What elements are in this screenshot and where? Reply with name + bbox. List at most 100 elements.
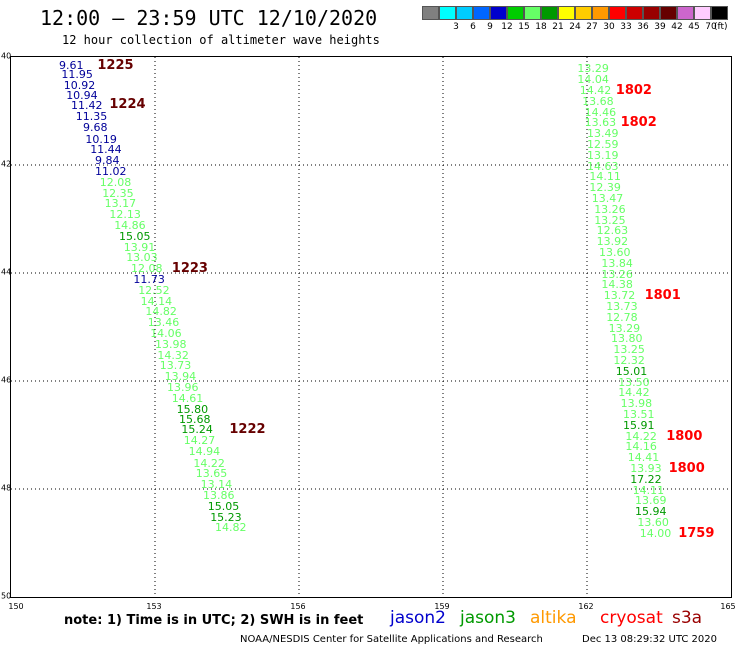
pass-time-label: 1802 (615, 83, 652, 99)
lat-label: 40 (1, 51, 12, 61)
legend-swatch (711, 6, 728, 20)
wave-height-value: 11.02 (95, 165, 127, 179)
wave-height-value: 9.84 (95, 154, 120, 168)
wave-height-value: 13.25 (594, 213, 626, 227)
lat-label: 46 (1, 375, 12, 385)
wave-height-value: 13.03 (126, 251, 158, 265)
legend-swatch (439, 6, 456, 20)
wave-height-value: 15.23 (210, 510, 242, 524)
wave-height-value: 11.95 (61, 67, 93, 81)
legend-value-label: 27 (586, 22, 598, 32)
wave-height-value: 14.22 (625, 429, 657, 443)
wave-height-value: 12.39 (589, 181, 621, 195)
wave-height-value: 13.98 (155, 337, 187, 351)
wave-height-value: 14.41 (627, 451, 660, 465)
wave-height-value: 13.98 (620, 397, 653, 411)
wave-height-value: 15.80 (176, 402, 209, 416)
wave-height-value: 13.49 (587, 127, 619, 141)
legend-swatch (592, 6, 609, 20)
wave-height-value: 10.19 (85, 132, 117, 146)
legend-swatch (694, 6, 711, 20)
lat-label: 42 (1, 159, 12, 169)
wave-height-value: 15.05 (119, 229, 151, 243)
wave-height-value: 13.72 (603, 289, 636, 303)
wave-height-value: 13.96 (167, 381, 199, 395)
grid-lines (11, 57, 731, 597)
wave-height-value: 14.32 (157, 348, 189, 362)
wave-height-value: 13.14 (200, 478, 233, 492)
wave-height-value: 14.04 (577, 73, 609, 87)
legend-value-label: 12 (501, 22, 513, 32)
wave-height-value: 14.11 (589, 170, 621, 184)
wave-height-value: 13.91 (123, 240, 156, 254)
wave-height-value: 14.38 (601, 278, 633, 292)
wave-height-value: 12.08 (131, 262, 163, 276)
wave-height-value: 11.42 (71, 99, 103, 113)
wave-height-value: 11.44 (90, 143, 122, 157)
lat-label: 48 (1, 483, 12, 493)
legend-value-label: 15 (518, 22, 530, 32)
wave-height-value: 14.27 (183, 434, 216, 447)
lon-label: 153 (146, 602, 162, 611)
wave-height-value: 13.73 (159, 359, 192, 373)
wave-height-value: 10.92 (63, 78, 96, 92)
wave-height-value: 14.00 (639, 526, 672, 540)
wave-height-value: 9.61 (59, 58, 84, 72)
wave-height-value: 13.46 (147, 316, 180, 330)
wave-height-value: 12.08 (99, 175, 132, 189)
wave-height-value: 11.35 (75, 110, 108, 123)
pass-time-label: 1801 (644, 288, 681, 304)
wave-height-value: 14.42 (579, 84, 612, 98)
legend-value-label: 21 (552, 22, 564, 32)
lon-label: 156 (290, 602, 306, 611)
wave-height-value: 12.59 (587, 138, 619, 152)
map-plot-area: 9.61 11.95 10.92 10.94 11.42 11.35 9.68 10.19 11… (10, 56, 732, 598)
wave-height-value: 13.92 (596, 235, 629, 249)
legend-value-label: 33 (620, 22, 632, 32)
wave-height-value: 13.80 (611, 332, 643, 346)
satellite-jason2-label: jason2 (390, 608, 446, 628)
lat-label: 44 (1, 267, 12, 277)
wave-height-value: 13.63 (584, 116, 617, 130)
wave-height-value: 13.73 (606, 300, 638, 314)
legend-swatch (541, 6, 558, 20)
wave-height-value: 15.94 (635, 505, 667, 519)
legend-value-label: 70 (705, 22, 717, 32)
satellite-s3a-label: s3a (672, 608, 703, 628)
wave-height-value: 15.01 (615, 364, 648, 378)
lon-label: 150 (8, 602, 24, 611)
legend-swatch (677, 6, 694, 20)
legend-swatch (575, 6, 592, 20)
wave-height-value: 13.65 (195, 467, 228, 481)
wave-height-value: 13.69 (635, 494, 667, 508)
legend-value-label: 18 (535, 22, 547, 32)
wave-height-value: 15.68 (179, 413, 211, 427)
legend-value-label: 24 (569, 22, 581, 32)
wave-height-value: 14.22 (193, 456, 225, 470)
lat-label: 50 (1, 591, 12, 601)
pass-time-label: 1222 (229, 422, 266, 438)
wave-height-value: 13.29 (608, 321, 641, 335)
wave-height-value: 13.86 (203, 489, 235, 503)
wave-height-value: 13.68 (582, 94, 614, 108)
legend-swatch (473, 6, 490, 20)
wave-height-value: 13.84 (601, 256, 633, 270)
legend-value-label: 30 (603, 22, 615, 32)
legend-value-label: 3 (453, 22, 459, 32)
wave-height-value: 12.32 (613, 354, 645, 368)
legend-swatch (643, 6, 660, 20)
legend-swatch (490, 6, 507, 20)
wave-height-value: 13.25 (613, 343, 645, 357)
wave-height-value: 14.11 (632, 483, 665, 497)
legend-value-label: 36 (637, 22, 649, 32)
wave-height-value: 13.26 (594, 202, 626, 216)
wave-height-value: 13.60 (599, 246, 631, 260)
map-subtitle: 12 hour collection of altimeter wave hei… (62, 33, 380, 47)
wave-height-value: 13.29 (577, 62, 609, 76)
map-title: 12:00 – 23:59 UTC 12/10/2020 (40, 6, 378, 30)
wave-height-value: 14.46 (584, 105, 617, 119)
wave-height-value: 13.47 (591, 192, 624, 206)
legend-swatch (660, 6, 677, 20)
wave-height-value: 13.19 (587, 148, 619, 162)
lon-label: 159 (434, 602, 450, 611)
